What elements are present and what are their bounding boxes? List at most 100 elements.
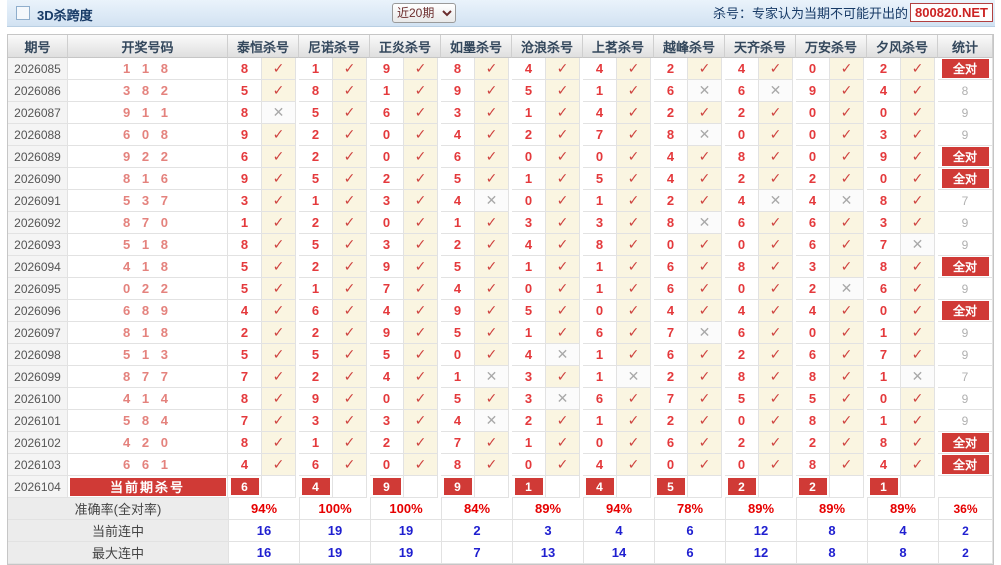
kill-number: 0 — [441, 344, 475, 366]
hit-check-icon: ✓ — [688, 388, 722, 410]
kill-group: 0 ✓ — [867, 168, 938, 190]
hit-check-icon: ✓ — [475, 278, 509, 300]
kill-number: 3 — [370, 410, 404, 432]
hit-check-icon: ✓ — [262, 212, 296, 234]
draw-numbers: 4 1 8 — [68, 256, 228, 278]
kill-number: 6 — [654, 344, 688, 366]
hit-check-icon: ✓ — [475, 168, 509, 190]
kill-number: 0 — [583, 300, 617, 322]
column-header-expert: 万安杀号 — [796, 35, 867, 58]
kill-group: 0 ✓ — [725, 278, 796, 300]
hit-check-icon: ✓ — [617, 146, 651, 168]
kill-number: 6 — [654, 256, 688, 278]
kill-number: 8 — [228, 388, 262, 410]
hit-check-icon: ✓ — [617, 410, 651, 432]
kill-group: 9 — [441, 476, 512, 498]
kill-group: 6 ✓ — [796, 344, 867, 366]
stat-cell: 全对 — [938, 454, 993, 476]
kill-group: 2 — [725, 476, 796, 498]
kill-group: 2 ✓ — [654, 102, 725, 124]
kill-group: 0 ✓ — [370, 124, 441, 146]
kill-group: 5 ✓ — [299, 344, 370, 366]
hit-check-icon: ✓ — [901, 432, 935, 454]
current-kill-cell: 6 — [228, 476, 262, 498]
kill-group: 4 ✓ — [583, 58, 654, 80]
kill-number: 0 — [867, 388, 901, 410]
kill-number: 8 — [228, 102, 262, 124]
footer-value: 4 — [584, 520, 655, 542]
kill-number: 3 — [867, 212, 901, 234]
footer-value: 16 — [229, 520, 300, 542]
kill-number: 1 — [299, 58, 333, 80]
kill-group: 0 ✓ — [725, 234, 796, 256]
period-cell: 2026101 — [8, 410, 68, 432]
stat-count: 9 — [961, 413, 969, 428]
kill-number: 2 — [441, 234, 475, 256]
hit-check-icon: ✓ — [333, 410, 367, 432]
period-range-select[interactable]: 近20期 — [392, 3, 456, 23]
kill-group: 1 ✓ — [583, 410, 654, 432]
kill-number: 6 — [583, 388, 617, 410]
kill-group: 2 ✓ — [654, 366, 725, 388]
table-row: 2026088 6 0 8 9 ✓ 2 ✓ 0 ✓ 4 ✓ 2 ✓ 7 ✓ 8 ✕ 0 ✓ 0 ✓ 3 ✓ 9 — [8, 124, 993, 146]
kill-number: 4 — [512, 234, 546, 256]
hit-check-icon: ✓ — [475, 80, 509, 102]
period-cell: 2026087 — [8, 102, 68, 124]
stat-cell: 全对 — [938, 168, 993, 190]
footer-value: 16 — [229, 542, 300, 564]
kill-group: 9 ✓ — [299, 388, 370, 410]
all-correct-badge: 全对 — [941, 301, 989, 320]
kill-number: 4 — [796, 300, 830, 322]
kill-group: 9 ✓ — [228, 168, 299, 190]
column-header-expert: 泰恒杀号 — [228, 35, 299, 58]
kill-group: 2 ✓ — [299, 256, 370, 278]
kill-number: 8 — [725, 366, 759, 388]
kill-number: 5 — [441, 256, 475, 278]
footer-label: 最大连中 — [8, 542, 229, 564]
kill-group: 7 ✓ — [583, 124, 654, 146]
current-kill-cell: 2 — [796, 476, 830, 498]
kill-number: 2 — [299, 256, 333, 278]
footer-value: 94% — [229, 498, 300, 520]
kill-number: 6 — [796, 344, 830, 366]
panel-topbar: 3D杀跨度 近20期 杀号：专家认为当期不可能开出的 800820.NET — [7, 0, 995, 27]
current-kill-badge: 2 — [798, 478, 827, 495]
kill-group: 5 ✓ — [228, 80, 299, 102]
period-cell: 2026095 — [8, 278, 68, 300]
kill-number: 4 — [583, 454, 617, 476]
hit-check-icon: ✓ — [404, 124, 438, 146]
current-kill-badge: 5 — [656, 478, 685, 495]
hit-check-icon: ✓ — [617, 256, 651, 278]
draw-numbers: 5 1 3 — [68, 344, 228, 366]
stat-count: 8 — [961, 83, 969, 98]
hit-check-icon: ✓ — [475, 102, 509, 124]
hit-check-icon: ✓ — [404, 432, 438, 454]
kill-group: 8 ✓ — [796, 410, 867, 432]
kill-number: 1 — [867, 366, 901, 388]
hit-check-icon: ✓ — [262, 344, 296, 366]
hit-check-icon: ✓ — [688, 58, 722, 80]
kill-group: 6 ✓ — [583, 322, 654, 344]
panel-checkbox[interactable] — [16, 6, 30, 20]
kill-number: 5 — [228, 80, 262, 102]
current-kill-cell: 9 — [370, 476, 404, 498]
kill-number: 1 — [512, 432, 546, 454]
kill-group: 1 ✓ — [299, 58, 370, 80]
hit-check-icon: ✓ — [475, 300, 509, 322]
hit-check-icon: ✓ — [617, 80, 651, 102]
kill-number: 4 — [370, 300, 404, 322]
hit-check-icon: ✓ — [901, 410, 935, 432]
column-header-expert: 尼诺杀号 — [299, 35, 370, 58]
hit-check-icon: ✓ — [333, 388, 367, 410]
kill-number: 2 — [370, 432, 404, 454]
hit-check-icon: ✓ — [617, 124, 651, 146]
kill-number: 1 — [583, 190, 617, 212]
kill-number: 9 — [299, 388, 333, 410]
hit-check-icon: ✓ — [617, 168, 651, 190]
kill-number: 7 — [228, 410, 262, 432]
footer-row: 当前连中 16 19 19 2 3 4 6 12 8 4 2 — [8, 520, 993, 542]
stat-cell: 全对 — [938, 256, 993, 278]
kill-number: 5 — [512, 300, 546, 322]
table-row: 2026094 4 1 8 5 ✓ 2 ✓ 9 ✓ 5 ✓ 1 ✓ 1 ✓ 6 ✓ 8 ✓ 3 ✓ 8 ✓ 全对 — [8, 256, 993, 278]
footer-value: 6 — [655, 520, 726, 542]
